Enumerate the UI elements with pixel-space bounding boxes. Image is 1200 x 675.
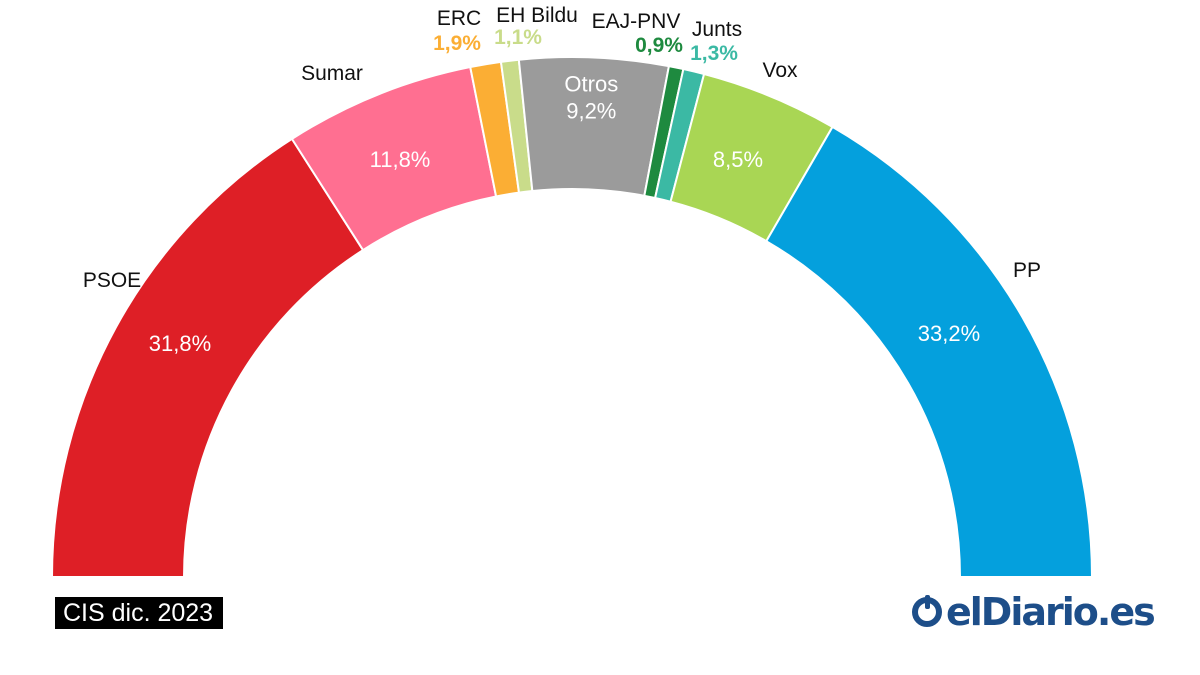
slice-value-erc: 1,9% bbox=[433, 32, 481, 55]
slice-name-eh-bildu: EH Bildu bbox=[496, 4, 578, 27]
slice-pp bbox=[764, 125, 1094, 578]
eldiario-logo: elDiario.es bbox=[912, 588, 1156, 636]
slice-name-psoe: PSOE bbox=[83, 269, 141, 292]
slice-name-vox: Vox bbox=[762, 59, 798, 82]
chart-slices bbox=[50, 56, 1094, 578]
eldiario-logo-icon bbox=[912, 595, 942, 627]
slice-name-junts: Junts bbox=[692, 18, 742, 41]
source-badge: CIS dic. 2023 bbox=[55, 597, 224, 629]
slice-value-sumar: 11,8% bbox=[370, 147, 431, 172]
slice-name-otros: Otros bbox=[564, 71, 618, 96]
slice-psoe bbox=[50, 137, 365, 578]
slice-value-pp: 33,2% bbox=[918, 321, 980, 346]
slice-name-erc: ERC bbox=[437, 7, 481, 30]
eldiario-logo-text: elDiario.es bbox=[946, 590, 1156, 634]
slice-value-vox: 8,5% bbox=[713, 147, 763, 172]
slice-name-eaj-pnv: EAJ-PNV bbox=[592, 10, 681, 33]
slice-name-pp: PP bbox=[1013, 259, 1041, 282]
slice-value-psoe: 31,8% bbox=[149, 331, 211, 356]
slice-name-sumar: Sumar bbox=[301, 62, 363, 85]
slice-value-otros: 9,2% bbox=[566, 98, 616, 123]
slice-value-eh-bildu: 1,1% bbox=[494, 26, 542, 49]
slice-value-junts: 1,3% bbox=[690, 42, 738, 65]
slice-value-eaj-pnv: 0,9% bbox=[635, 34, 683, 57]
